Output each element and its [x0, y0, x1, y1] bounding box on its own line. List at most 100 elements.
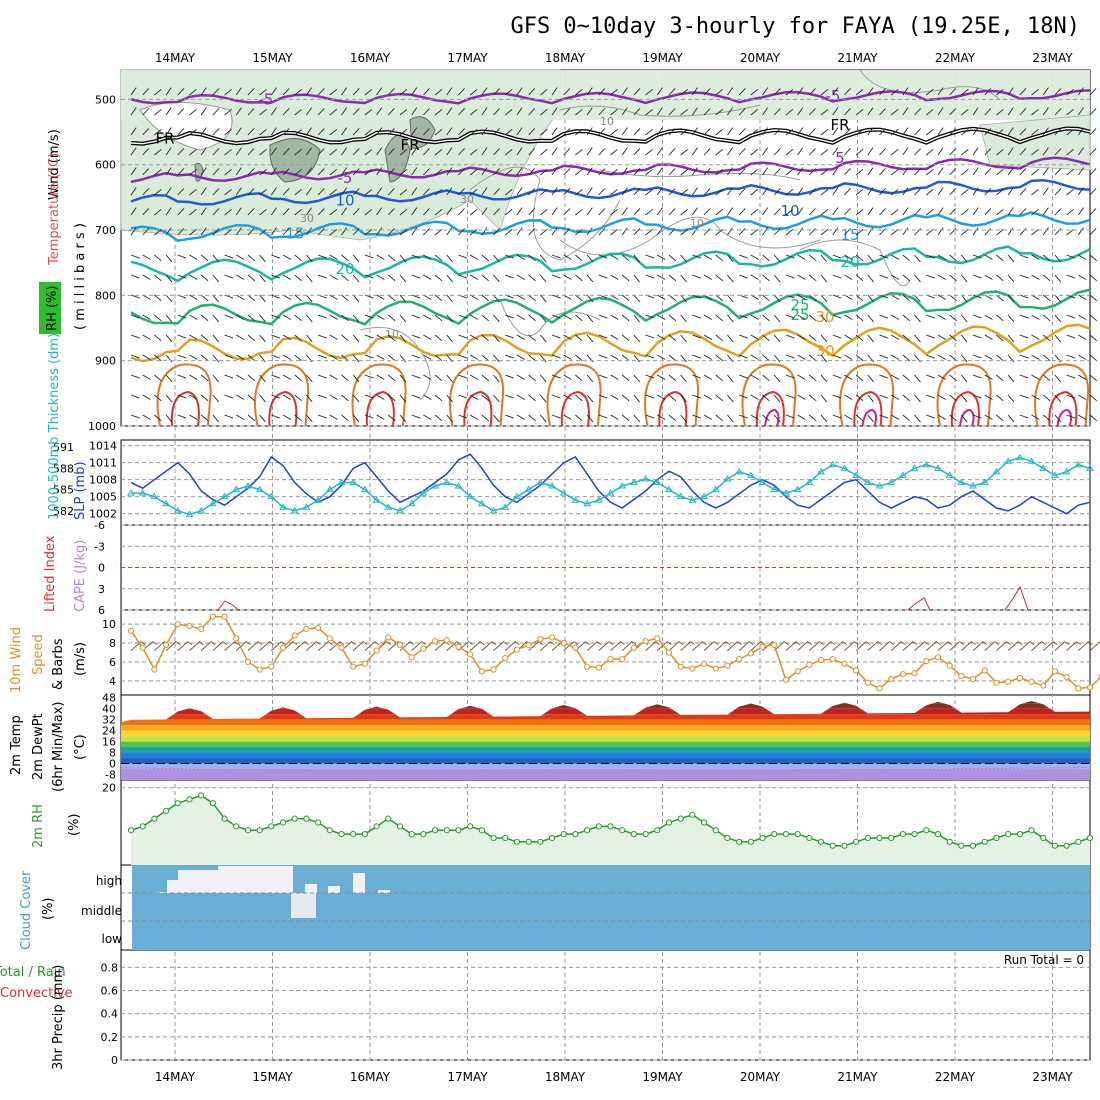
thickness-point — [1039, 464, 1048, 471]
wind-barb — [610, 314, 619, 320]
wind-barb — [1007, 254, 1015, 263]
wind-barb — [575, 374, 583, 382]
wind-barb — [341, 414, 349, 422]
wind-barb — [575, 274, 583, 282]
wind-barb — [621, 147, 628, 156]
wind-barb — [1042, 414, 1051, 422]
wind10m-barb-flag — [702, 641, 707, 645]
wind-barb — [1054, 414, 1062, 423]
wind10m-barb — [481, 641, 493, 651]
wind-barb — [434, 394, 443, 402]
wind-barb — [844, 188, 851, 196]
wind10m-barb-flag — [187, 641, 193, 645]
wind-barb — [680, 228, 688, 236]
boundary-layer-contour — [1034, 363, 1090, 427]
wind-barb — [692, 414, 701, 419]
wind-barb — [1078, 254, 1087, 260]
boundary-layer-contour — [658, 390, 688, 427]
wind-barb — [902, 254, 911, 262]
wind-barb — [1042, 167, 1049, 176]
wind-barb — [902, 314, 911, 322]
wind-barb — [423, 254, 432, 260]
wind-barb — [540, 228, 548, 236]
wind-barb — [797, 374, 806, 380]
wind-barb — [1054, 394, 1062, 403]
wind-barb — [446, 334, 453, 343]
wind-barb — [633, 274, 641, 283]
wind10m-barb-flag — [339, 641, 345, 645]
wind-barb — [387, 168, 395, 176]
rh2m-point — [584, 827, 591, 834]
wind-barb — [867, 187, 874, 196]
wind-barb — [399, 394, 407, 403]
wind-barb — [516, 254, 525, 260]
wind-barb — [165, 227, 172, 236]
wind-barb — [224, 188, 232, 196]
wind-barb — [926, 274, 935, 279]
wind-barb — [236, 314, 245, 320]
temperature-contour — [130, 323, 1091, 363]
wind-speed-point — [969, 675, 977, 683]
wind-barb — [317, 208, 325, 216]
wind-barb — [926, 394, 935, 399]
wind-barb — [703, 374, 713, 380]
wind-barb — [680, 208, 688, 216]
temp-color-band — [121, 763, 1090, 770]
wind-barb — [481, 354, 489, 362]
wind10m-barb-flag — [479, 641, 485, 645]
wind10m-barb — [212, 641, 224, 651]
wind-barb — [189, 394, 198, 400]
wind-barb — [1077, 207, 1084, 216]
wind-barb — [1054, 274, 1062, 283]
thickness-point — [559, 489, 568, 496]
wind-barb — [1089, 188, 1097, 196]
wind-tick: 8 — [109, 637, 116, 650]
wind-barb — [1054, 108, 1062, 116]
wind-barb — [820, 274, 828, 283]
wind-barb — [1019, 274, 1029, 279]
date-label-top: 19MAY — [642, 51, 683, 65]
wind-barb — [937, 354, 947, 360]
wind-barb — [411, 107, 418, 116]
thickness-tick: 588 — [53, 462, 74, 475]
wind-barb — [984, 228, 992, 236]
wind10m-barb-flag — [971, 641, 976, 645]
wind-barb — [200, 414, 209, 422]
rh2m-point — [338, 830, 345, 838]
wind-barb — [750, 414, 759, 420]
wind-barb — [703, 148, 711, 156]
wind-barb — [890, 108, 899, 116]
wind10m-barb — [738, 641, 750, 651]
wind-barb — [844, 414, 853, 420]
wind-speed-point — [958, 673, 965, 680]
wind-barb — [738, 168, 746, 176]
wind-barb — [212, 394, 220, 403]
wind-barb — [271, 254, 280, 259]
wind-barb — [762, 107, 769, 116]
wind-barb — [1054, 228, 1062, 236]
wind-barb — [270, 167, 277, 176]
upper-rh-label: RH (%) — [45, 286, 60, 331]
date-label-top: 17MAY — [447, 51, 488, 65]
wind-barb — [539, 294, 547, 303]
wind-barb — [844, 208, 851, 216]
wind-barb — [797, 334, 806, 340]
wind-barb — [154, 254, 162, 262]
wind-barb — [399, 108, 408, 116]
wind-barb — [364, 188, 373, 196]
wind-barb — [505, 414, 514, 419]
wind-barb — [341, 227, 348, 236]
wind-barb — [633, 108, 641, 116]
wind-barb — [984, 294, 993, 300]
wind-barb — [1007, 147, 1014, 156]
wind-barb — [1031, 208, 1039, 216]
thickness-point — [980, 478, 989, 485]
wind-barb — [902, 87, 909, 96]
wind-barb — [844, 228, 851, 236]
wind-barb — [808, 188, 816, 196]
slp-frame — [120, 439, 1091, 526]
wind-barb — [212, 188, 220, 196]
wind-barb — [189, 374, 198, 380]
wind-barb — [516, 107, 523, 116]
rh2m-label: 2m RH — [31, 804, 46, 848]
